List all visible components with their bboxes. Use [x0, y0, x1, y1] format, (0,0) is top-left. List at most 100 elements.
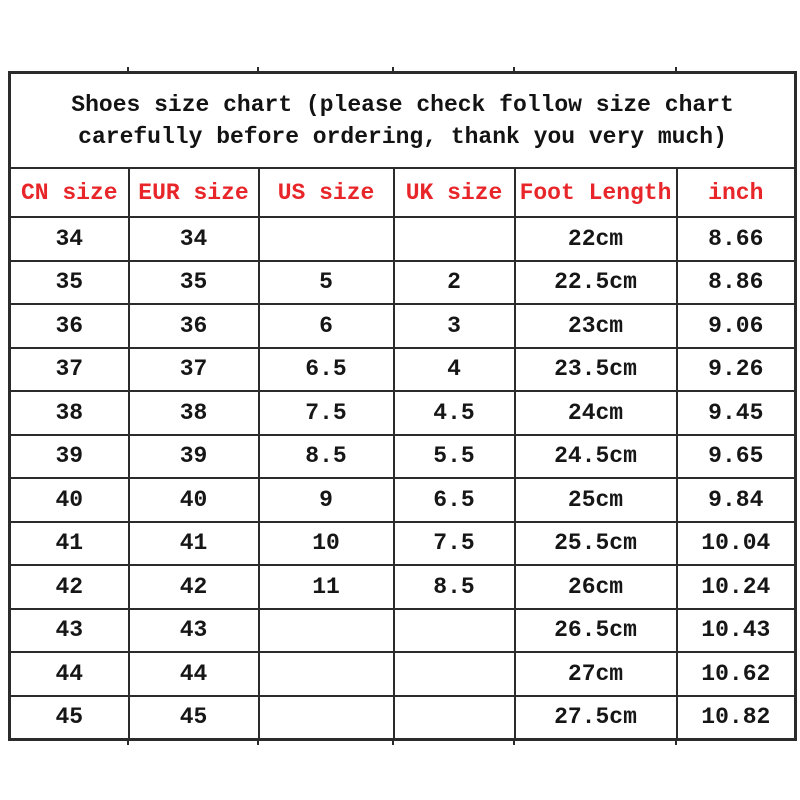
grid-tick — [513, 740, 515, 745]
table-row: 45 45 27.5cm 10.82 — [8, 694, 797, 741]
cell-foot-length: 26.5cm — [513, 607, 678, 653]
cell-cn-size: 40 — [8, 477, 130, 523]
cell-inch: 8.66 — [675, 216, 797, 262]
cell-uk-size: 2 — [392, 259, 516, 305]
cell-uk-size: 7.5 — [392, 520, 516, 566]
table-row: 40 40 9 6.5 25cm 9.84 — [8, 477, 797, 523]
cell-uk-size: 8.5 — [392, 564, 516, 610]
cell-uk-size: 5.5 — [392, 433, 516, 479]
cell-inch: 10.04 — [675, 520, 797, 566]
cell-eur-size: 40 — [127, 477, 260, 523]
table-row: 35 35 5 2 22.5cm 8.86 — [8, 259, 797, 305]
grid-tick — [513, 67, 515, 72]
table-row: 38 38 7.5 4.5 24cm 9.45 — [8, 390, 797, 436]
grid-tick — [392, 740, 394, 745]
size-table: Shoes size chart (please check follow si… — [8, 71, 798, 741]
table-row: 37 37 6.5 4 23.5cm 9.26 — [8, 346, 797, 392]
cell-uk-size: 6.5 — [392, 477, 516, 523]
title-row: Shoes size chart (please check follow si… — [8, 71, 797, 169]
cell-eur-size: 34 — [127, 216, 260, 262]
cell-inch: 10.62 — [675, 651, 797, 697]
cell-us-size: 6 — [257, 303, 395, 349]
cell-inch: 9.06 — [675, 303, 797, 349]
title-line-2: carefully before ordering, thank you ver… — [78, 123, 727, 150]
cell-cn-size: 45 — [8, 694, 130, 741]
cell-us-size: 6.5 — [257, 346, 395, 392]
cell-cn-size: 34 — [8, 216, 130, 262]
cell-foot-length: 25cm — [513, 477, 678, 523]
chart-title: Shoes size chart (please check follow si… — [8, 71, 797, 169]
cell-eur-size: 41 — [127, 520, 260, 566]
cell-us-size: 10 — [257, 520, 395, 566]
table-row: 43 43 26.5cm 10.43 — [8, 607, 797, 653]
cell-foot-length: 24cm — [513, 390, 678, 436]
table-row: 39 39 8.5 5.5 24.5cm 9.65 — [8, 433, 797, 479]
table-row: 36 36 6 3 23cm 9.06 — [8, 303, 797, 349]
table-row: 42 42 11 8.5 26cm 10.24 — [8, 564, 797, 610]
header-uk-size: UK size — [392, 167, 516, 218]
cell-us-size — [257, 651, 395, 697]
cell-us-size: 7.5 — [257, 390, 395, 436]
cell-uk-size: 4.5 — [392, 390, 516, 436]
cell-foot-length: 27.5cm — [513, 694, 678, 741]
cell-cn-size: 44 — [8, 651, 130, 697]
cell-foot-length: 26cm — [513, 564, 678, 610]
cell-eur-size: 35 — [127, 259, 260, 305]
grid-tick — [675, 67, 677, 72]
table-row: 44 44 27cm 10.62 — [8, 651, 797, 697]
cell-eur-size: 43 — [127, 607, 260, 653]
grid-tick — [257, 67, 259, 72]
cell-cn-size: 35 — [8, 259, 130, 305]
cell-us-size — [257, 216, 395, 262]
cell-foot-length: 22cm — [513, 216, 678, 262]
grid-tick — [127, 67, 129, 72]
cell-cn-size: 39 — [8, 433, 130, 479]
cell-cn-size: 36 — [8, 303, 130, 349]
cell-eur-size: 37 — [127, 346, 260, 392]
cell-cn-size: 38 — [8, 390, 130, 436]
cell-eur-size: 39 — [127, 433, 260, 479]
cell-uk-size — [392, 216, 516, 262]
grid-tick — [257, 740, 259, 745]
cell-foot-length: 23.5cm — [513, 346, 678, 392]
cell-eur-size: 44 — [127, 651, 260, 697]
cell-inch: 9.26 — [675, 346, 797, 392]
cell-uk-size — [392, 694, 516, 741]
header-us-size: US size — [257, 167, 395, 218]
cell-cn-size: 41 — [8, 520, 130, 566]
cell-inch: 10.43 — [675, 607, 797, 653]
cell-inch: 9.45 — [675, 390, 797, 436]
size-table-body: 34 34 22cm 8.66 35 35 5 2 22.5cm 8.86 36… — [8, 216, 797, 741]
header-eur-size: EUR size — [127, 167, 260, 218]
cell-cn-size: 42 — [8, 564, 130, 610]
cell-us-size: 8.5 — [257, 433, 395, 479]
table-row: 34 34 22cm 8.66 — [8, 216, 797, 262]
cell-eur-size: 45 — [127, 694, 260, 741]
cell-foot-length: 24.5cm — [513, 433, 678, 479]
cell-us-size: 5 — [257, 259, 395, 305]
grid-tick — [127, 740, 129, 745]
cell-inch: 9.84 — [675, 477, 797, 523]
grid-tick — [392, 67, 394, 72]
cell-cn-size: 43 — [8, 607, 130, 653]
cell-uk-size: 3 — [392, 303, 516, 349]
cell-us-size: 9 — [257, 477, 395, 523]
cell-inch: 9.65 — [675, 433, 797, 479]
cell-foot-length: 25.5cm — [513, 520, 678, 566]
header-row: CN size EUR size US size UK size Foot Le… — [8, 167, 797, 218]
cell-eur-size: 38 — [127, 390, 260, 436]
table-row: 41 41 10 7.5 25.5cm 10.04 — [8, 520, 797, 566]
cell-us-size: 11 — [257, 564, 395, 610]
header-inch: inch — [675, 167, 797, 218]
cell-eur-size: 42 — [127, 564, 260, 610]
cell-foot-length: 23cm — [513, 303, 678, 349]
cell-inch: 8.86 — [675, 259, 797, 305]
title-line-1: Shoes size chart (please check follow si… — [71, 91, 734, 118]
cell-uk-size — [392, 651, 516, 697]
grid-tick — [675, 740, 677, 745]
size-table-container: Shoes size chart (please check follow si… — [8, 67, 798, 745]
cell-uk-size: 4 — [392, 346, 516, 392]
cell-inch: 10.24 — [675, 564, 797, 610]
cell-cn-size: 37 — [8, 346, 130, 392]
